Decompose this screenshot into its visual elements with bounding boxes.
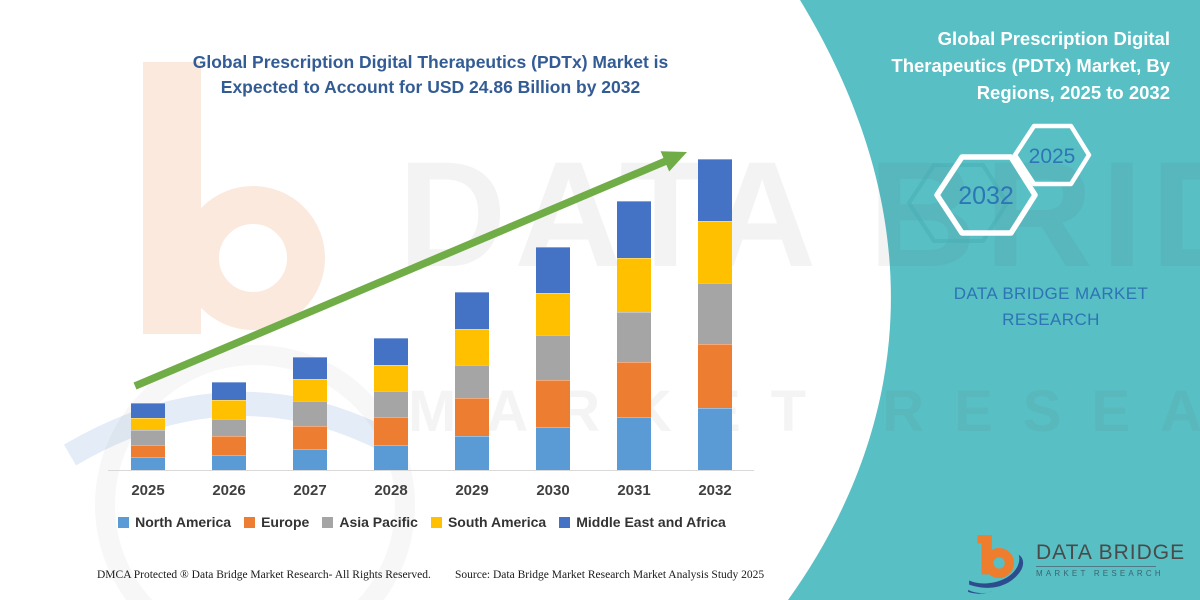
dmca-notice: DMCA Protected ® Data Bridge Market Rese… [97, 569, 431, 581]
bar-segment [131, 445, 165, 458]
databridge-logo: DATA BRIDGE MARKET RESEARCH [966, 531, 1185, 595]
bar-2030 [536, 247, 570, 471]
bar-segment [698, 343, 732, 408]
legend-label: Asia Pacific [339, 514, 418, 530]
x-axis-label: 2026 [212, 482, 246, 499]
chart-title-line2: Expected to Account for USD 24.86 Billio… [220, 77, 641, 97]
x-axis-label: 2031 [617, 482, 651, 499]
bar-segment [212, 418, 246, 437]
bar-segment [617, 257, 651, 313]
bar-segment [212, 400, 246, 419]
legend-swatch-icon [559, 516, 571, 528]
logo-tagline: MARKET RESEARCH [1036, 569, 1164, 578]
watermark-text-small: MARKET RESEARCH [408, 379, 1200, 444]
chart-title: Global Prescription Digital Therapeutics… [108, 50, 753, 100]
legend-item: Middle East and Africa [559, 514, 726, 530]
legend-swatch-icon [430, 516, 442, 528]
bar-segment [536, 292, 570, 336]
x-axis-label: 2029 [455, 482, 489, 499]
bar-2032 [698, 158, 732, 471]
bar-2029 [455, 292, 489, 471]
bar-segment [698, 158, 732, 221]
legend-swatch-icon [244, 516, 256, 528]
legend-label: Middle East and Africa [576, 514, 726, 530]
bar-segment [131, 457, 165, 471]
bar-segment [293, 357, 327, 380]
bar-segment [374, 337, 408, 366]
bar-segment [455, 436, 489, 471]
databridge-logo-icon [968, 535, 1024, 594]
source-note: Source: Data Bridge Market Research Mark… [455, 569, 765, 581]
legend-swatch-icon [322, 516, 334, 528]
bar-segment [131, 417, 165, 431]
bar-segment [374, 365, 408, 392]
bar-segment [536, 427, 570, 471]
x-axis-line [108, 470, 754, 471]
bar-segment [293, 379, 327, 401]
bar-segment [617, 201, 651, 258]
legend-item: Europe [244, 514, 309, 530]
bar-2031 [617, 201, 651, 471]
bar-segment [131, 403, 165, 418]
legend-item: North America [118, 514, 231, 530]
bar-2026 [212, 382, 246, 471]
panel-title-line3: Regions, 2025 to 2032 [976, 82, 1170, 103]
legend-label: South America [447, 514, 547, 530]
x-axis-label: 2032 [698, 482, 732, 499]
panel-title: Global Prescription Digital Therapeutics… [850, 25, 1170, 106]
bar-segment [698, 220, 732, 284]
bar-segment [536, 247, 570, 293]
watermark-text-large: DATA BRIDGE [398, 130, 1200, 298]
bar-segment [293, 425, 327, 450]
bar-segment [212, 382, 246, 401]
bar-segment [698, 407, 732, 471]
bar-segment [374, 417, 408, 446]
bar-2028 [374, 337, 408, 471]
x-axis-label: 2027 [293, 482, 327, 499]
bar-segment [293, 400, 327, 426]
panel-title-line2: Therapeutics (PDTx) Market, By [891, 55, 1170, 76]
x-axis-label: 2025 [131, 482, 165, 499]
panel-brand-text: DATA BRIDGE MARKET RESEARCH [930, 281, 1172, 333]
bar-segment [536, 380, 570, 428]
x-axis-label: 2028 [374, 482, 408, 499]
panel-brand-line2: RESEARCH [1002, 310, 1100, 329]
legend-label: Europe [261, 514, 310, 530]
bar-segment [455, 398, 489, 437]
bar-segment [131, 430, 165, 446]
bar-segment [536, 335, 570, 381]
bar-segment [374, 445, 408, 471]
teal-side-panel [788, 0, 1200, 600]
panel-title-line1: Global Prescription Digital [937, 28, 1170, 49]
panel-brand-line1: DATA BRIDGE MARKET [953, 284, 1149, 303]
bar-2025 [131, 403, 165, 471]
bar-segment [617, 362, 651, 418]
bar-segment [455, 365, 489, 399]
bar-segment [293, 449, 327, 471]
bar-segment [698, 283, 732, 344]
bar-segment [455, 292, 489, 330]
chart-legend: North America Europe Asia Pacific South Ame… [88, 514, 756, 530]
chart-title-line1: Global Prescription Digital Therapeutics… [192, 52, 669, 72]
logo-name: DATA BRIDGE [1036, 541, 1186, 564]
bar-segment [617, 417, 651, 471]
x-axis-label: 2030 [536, 482, 570, 499]
bar-segment [455, 329, 489, 366]
bar-segment [212, 436, 246, 455]
bar-segment [212, 454, 246, 471]
bar-segment [617, 312, 651, 363]
legend-label: North America [135, 514, 232, 530]
bar-segment [374, 391, 408, 418]
legend-item: Asia Pacific [322, 514, 418, 530]
bar-2027 [293, 357, 327, 471]
logo-divider [1036, 566, 1156, 567]
legend-swatch-icon [118, 516, 130, 528]
legend-item: South America [430, 514, 547, 530]
